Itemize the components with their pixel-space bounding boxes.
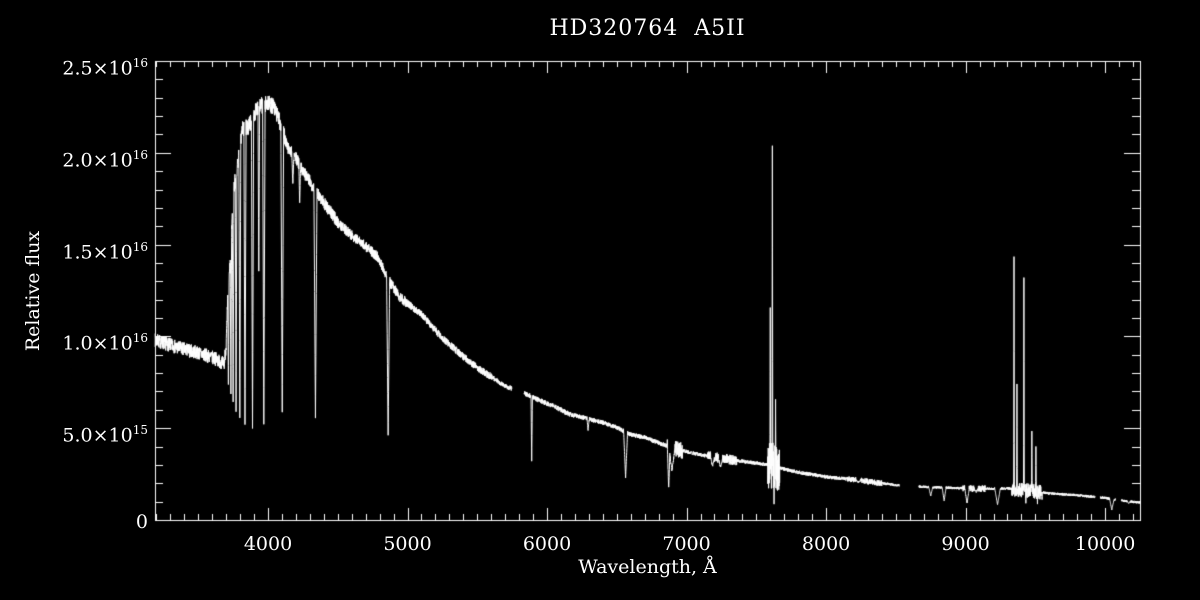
x-axis-label: Wavelength, Å — [578, 556, 717, 578]
x-tick-label: 4000 — [243, 533, 293, 555]
y-tick-label: 2.5×1016 — [62, 56, 148, 80]
x-tick-label: 8000 — [801, 533, 851, 555]
chart-title: HD320764 A5II — [549, 16, 746, 41]
x-tick-label: 9000 — [941, 533, 990, 555]
x-tick-label: 7000 — [662, 533, 711, 555]
y-tick-label: 1.0×1016 — [62, 331, 148, 355]
x-tick-label: 10000 — [1074, 533, 1136, 555]
y-tick-label: 0 — [135, 511, 148, 533]
x-tick-label: 6000 — [522, 533, 572, 555]
y-tick-label: 5.0×1015 — [62, 423, 148, 447]
y-tick-label: 2.0×1016 — [62, 147, 148, 172]
x-tick-label: 5000 — [383, 533, 432, 555]
y-tick-label: 1.5×1016 — [62, 239, 148, 263]
